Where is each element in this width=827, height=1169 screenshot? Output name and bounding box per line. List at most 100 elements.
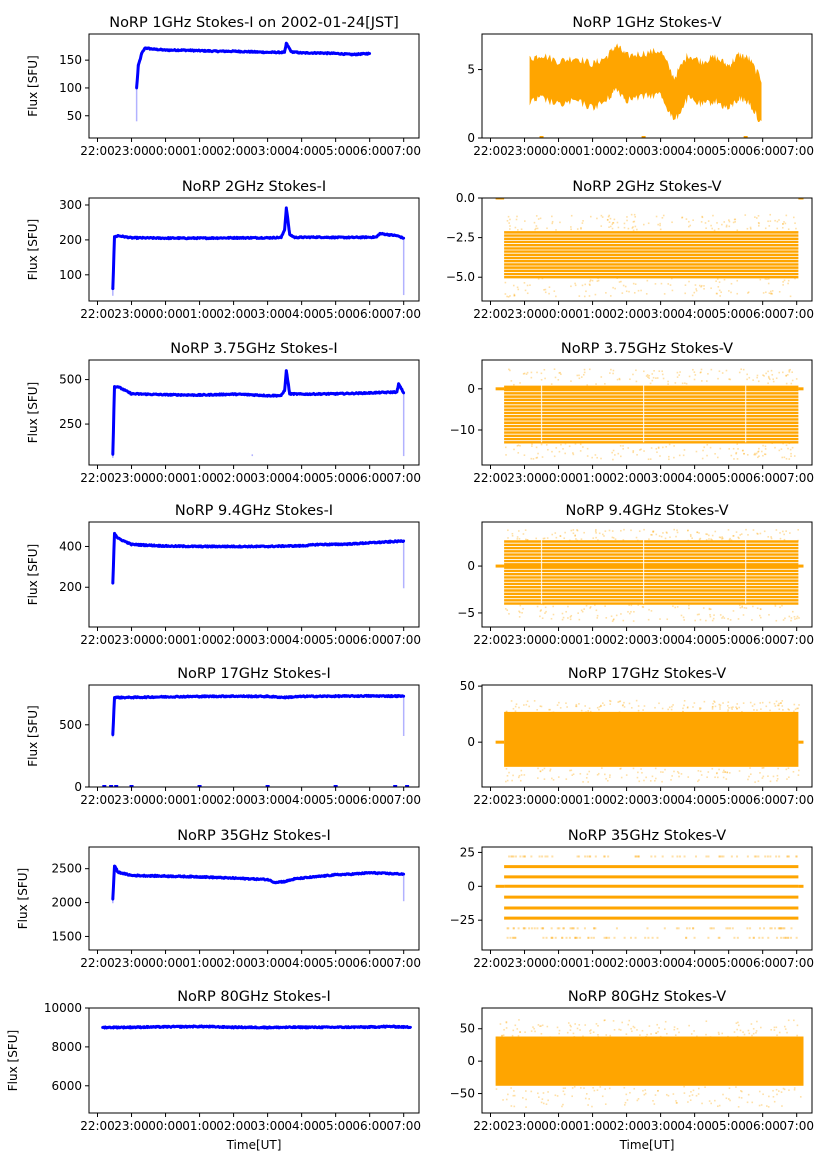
data-point	[771, 373, 774, 376]
data-point	[749, 701, 752, 704]
data-point	[699, 708, 701, 711]
data-point	[683, 1085, 685, 1088]
data-point	[543, 537, 546, 540]
data-point	[745, 607, 748, 609]
data-point	[736, 703, 739, 705]
data-point	[694, 619, 696, 622]
data-point	[718, 1104, 721, 1107]
data-point	[585, 777, 588, 779]
subplot-2ghz-v: NoRP 2GHz Stokes-V22:00 23:00 00:00 01:00 02…	[446, 179, 814, 321]
data-point	[707, 220, 710, 222]
data-point	[514, 226, 517, 229]
x-tick-label: 05:00	[318, 307, 353, 321]
data-point	[698, 538, 701, 541]
data-point	[722, 1093, 724, 1096]
data-point	[731, 708, 733, 710]
data-point	[676, 770, 679, 773]
x-tick-label: 22:00	[473, 471, 508, 485]
data-point	[740, 368, 742, 371]
data-point	[546, 1025, 549, 1028]
data-point	[516, 286, 519, 289]
data-point	[641, 1029, 644, 1032]
data-point	[526, 700, 529, 703]
data-point	[575, 705, 577, 708]
data-point	[694, 284, 697, 286]
data-point	[504, 281, 507, 284]
data-point	[708, 538, 710, 540]
data-point	[535, 537, 538, 540]
data-point	[781, 705, 784, 707]
x-axis-label: Time[UT]	[226, 1138, 282, 1152]
data-point	[754, 216, 756, 218]
data-point	[545, 610, 547, 613]
data-point	[541, 1024, 544, 1027]
y-axis-label: Flux [SFU]	[6, 1030, 20, 1091]
data-point	[537, 452, 539, 455]
data-point	[630, 604, 633, 607]
data-point	[589, 855, 592, 858]
data-point	[526, 539, 529, 541]
data-point	[707, 855, 710, 858]
chart-title: NoRP 3.75GHz Stokes-V	[561, 341, 733, 357]
data-point	[797, 707, 799, 710]
data-point	[636, 855, 639, 858]
data-point	[518, 1019, 520, 1021]
x-tick-label: 23:00	[114, 471, 149, 485]
data-point	[665, 1093, 668, 1096]
data-point	[684, 292, 687, 295]
data-point	[747, 291, 750, 293]
data-point	[791, 446, 794, 449]
data-point	[657, 446, 660, 449]
data-point	[632, 226, 634, 228]
data-point	[690, 1033, 693, 1035]
data-point	[582, 220, 584, 222]
x-tick-label: 01:00	[575, 144, 610, 158]
data-point	[757, 451, 759, 453]
data-point	[787, 447, 789, 450]
data-point	[608, 226, 610, 228]
data-point	[621, 1021, 624, 1024]
data-point	[655, 447, 658, 450]
x-tick-label: 23:00	[114, 144, 149, 158]
data-point	[576, 529, 578, 531]
data-point	[541, 456, 544, 458]
data-point	[762, 374, 764, 376]
data-point	[723, 617, 726, 619]
data-point	[602, 702, 604, 704]
data-point	[790, 927, 793, 930]
data-point	[572, 532, 575, 535]
data-point	[663, 293, 666, 295]
data-point	[735, 706, 737, 708]
data-point	[534, 1030, 536, 1033]
data-point	[570, 1025, 572, 1028]
data-point	[588, 283, 591, 286]
data-point	[622, 539, 625, 541]
data-point	[536, 456, 539, 459]
data-point	[595, 528, 597, 531]
data-point	[748, 775, 750, 778]
data-point	[761, 936, 764, 939]
data-point	[642, 709, 644, 711]
data-point	[623, 706, 626, 708]
data-point	[545, 1103, 548, 1105]
data-point	[585, 290, 587, 293]
data-point	[765, 372, 767, 375]
data-point	[198, 393, 201, 397]
data-point	[143, 46, 147, 50]
data-point	[733, 458, 735, 460]
y-axis-label: Flux [SFU]	[26, 705, 40, 766]
data-point	[727, 711, 729, 714]
data-point	[558, 927, 561, 930]
data-point	[608, 529, 611, 532]
data-point	[770, 1028, 772, 1031]
data-point	[509, 218, 511, 221]
data-point	[749, 773, 752, 775]
x-tick-label: 07:00	[779, 307, 814, 321]
data-point	[504, 293, 507, 295]
data-point	[198, 49, 201, 53]
data-point	[636, 1029, 638, 1031]
data-point	[732, 447, 735, 450]
data-point	[733, 218, 736, 221]
data-point	[604, 1103, 607, 1105]
